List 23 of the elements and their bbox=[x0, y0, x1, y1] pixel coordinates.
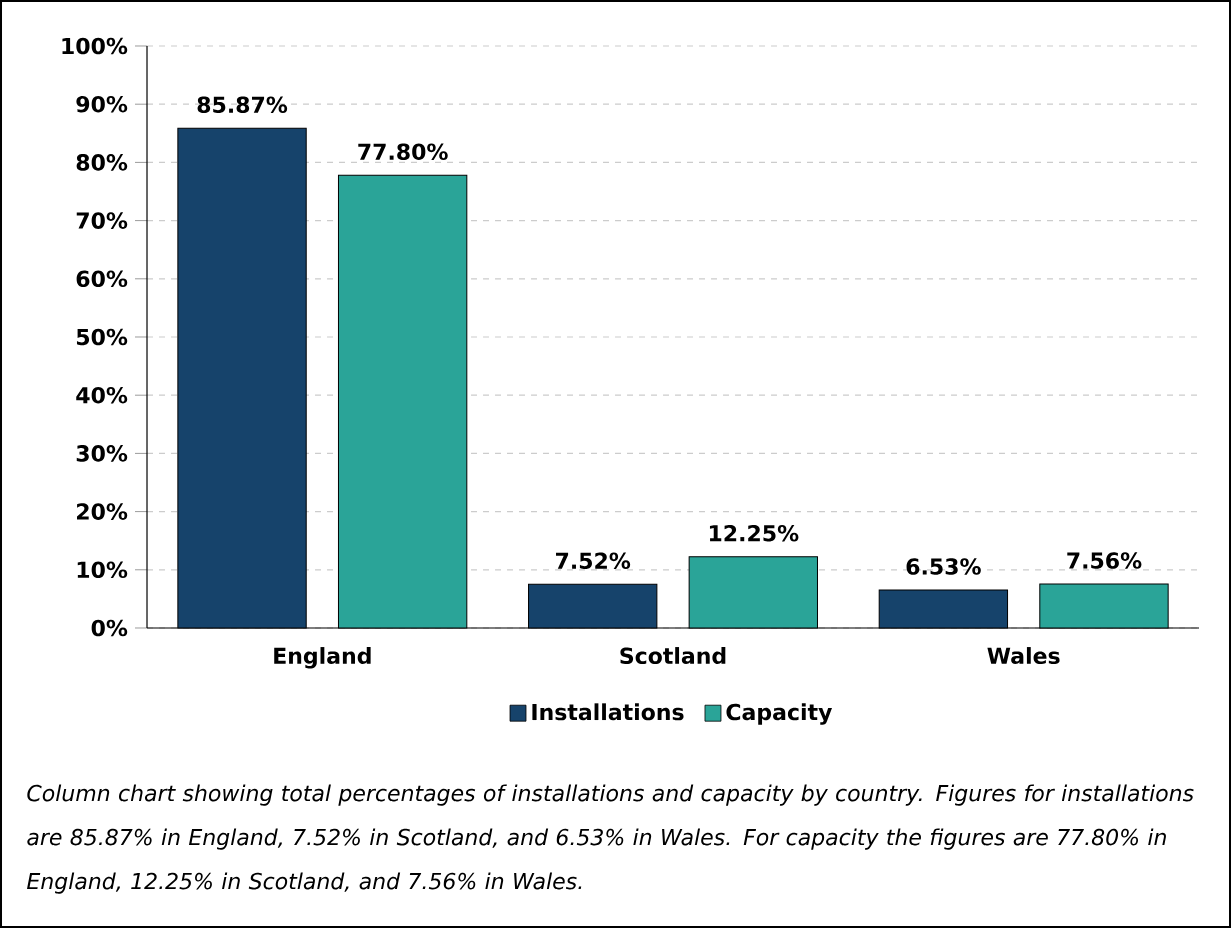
y-tick-label: 10% bbox=[77, 561, 128, 579]
text: Column chart showing total percentages of installations and capacity by country. Figures for installations are 85.87% in England, 7.52% in Scotland, and 6.53% in Wales. For capacity the figures are 77.80% in England, 12.25% in Scotland, and 7.56% in Wales. bbox=[27, 784, 1194, 894]
y-tick-label: 50% bbox=[76, 328, 128, 346]
y-tick-label: 60% bbox=[76, 270, 128, 288]
y-tick-label: 100% bbox=[62, 37, 128, 55]
x-tick-label: Wales bbox=[987, 647, 1060, 665]
data-label: 77.80% bbox=[358, 143, 448, 161]
y-tick-label: 70% bbox=[76, 212, 128, 229]
legend-label: Installations bbox=[532, 703, 684, 721]
x-tick-label: England bbox=[274, 647, 371, 669]
y-tick-label: 30% bbox=[76, 445, 128, 462]
data-label: 85.87% bbox=[197, 96, 288, 114]
data-label: 7.56% bbox=[1067, 552, 1142, 569]
y-tick-label: 90% bbox=[76, 95, 128, 113]
data-label: 6.53% bbox=[906, 558, 981, 575]
y-tick-label: 20% bbox=[77, 503, 128, 520]
x-tick-label: Scotland bbox=[620, 647, 726, 665]
data-label: 7.52% bbox=[556, 552, 631, 570]
data-label: 12.25% bbox=[709, 524, 799, 542]
y-tick-label: 80% bbox=[76, 154, 128, 171]
y-tick-label: 40% bbox=[76, 386, 128, 404]
legend-label: Capacity bbox=[726, 703, 833, 725]
y-tick-label: 0% bbox=[91, 619, 128, 637]
